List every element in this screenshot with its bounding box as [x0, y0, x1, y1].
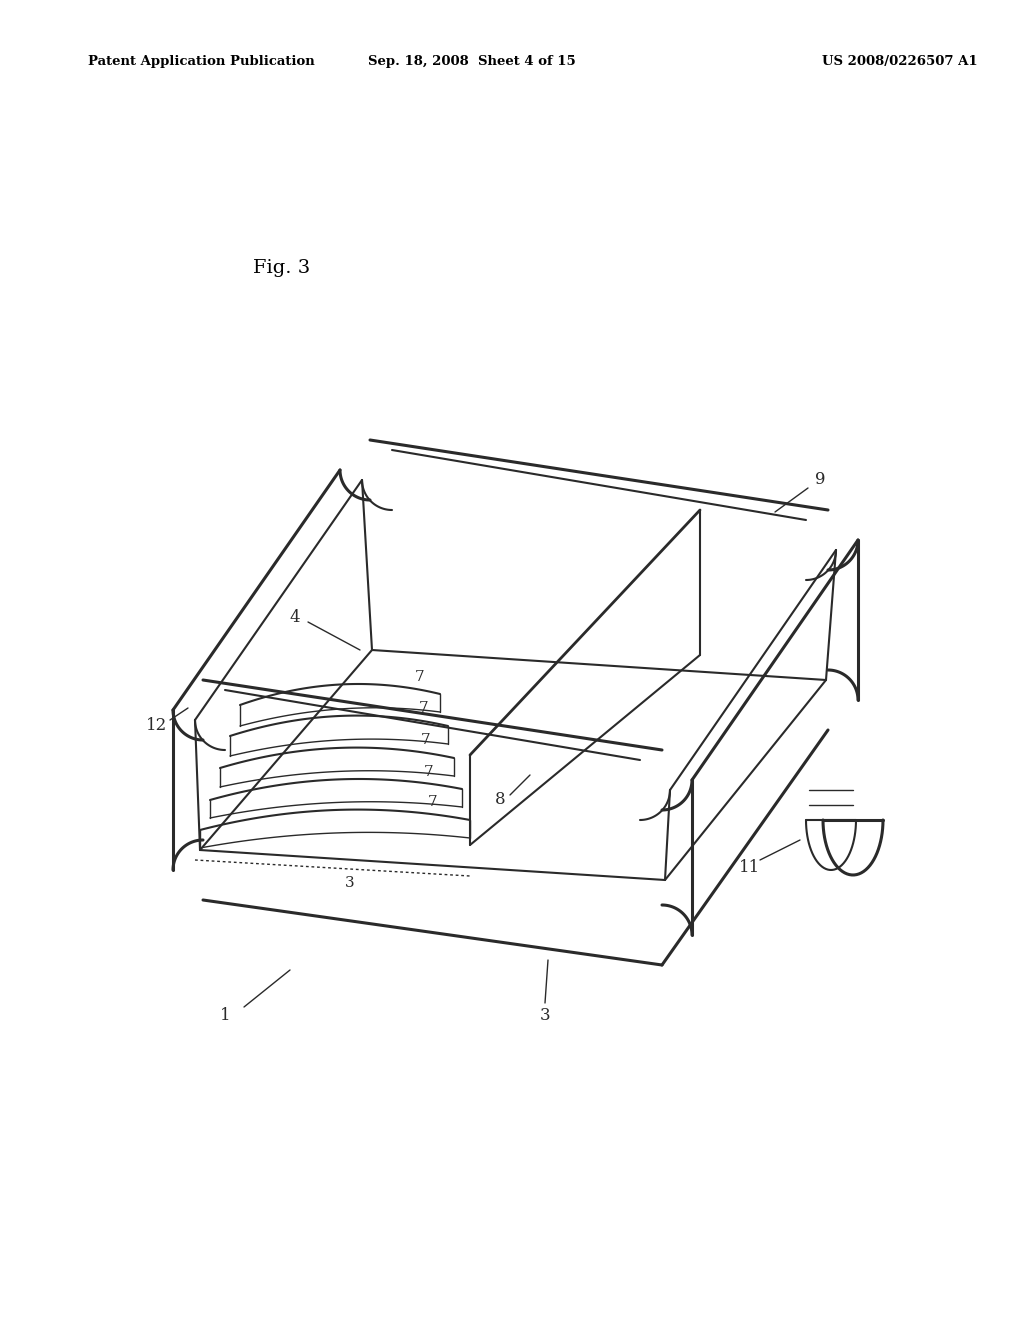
Text: 3: 3: [540, 1006, 550, 1023]
Text: 1: 1: [220, 1006, 230, 1023]
Text: 7: 7: [415, 669, 425, 684]
Text: Patent Application Publication: Patent Application Publication: [88, 55, 314, 69]
Text: 4: 4: [290, 610, 300, 627]
Text: 9: 9: [815, 471, 825, 488]
Text: Fig. 3: Fig. 3: [253, 259, 310, 277]
Text: 7: 7: [419, 701, 428, 715]
Text: 8: 8: [495, 792, 505, 808]
Text: 7: 7: [421, 734, 430, 747]
Text: 7: 7: [424, 764, 434, 779]
Text: 12: 12: [146, 717, 168, 734]
Text: 7: 7: [428, 796, 437, 809]
Text: US 2008/0226507 A1: US 2008/0226507 A1: [822, 55, 978, 69]
Text: Sep. 18, 2008  Sheet 4 of 15: Sep. 18, 2008 Sheet 4 of 15: [368, 55, 575, 69]
Text: 3: 3: [345, 876, 354, 890]
Text: 11: 11: [739, 858, 761, 875]
